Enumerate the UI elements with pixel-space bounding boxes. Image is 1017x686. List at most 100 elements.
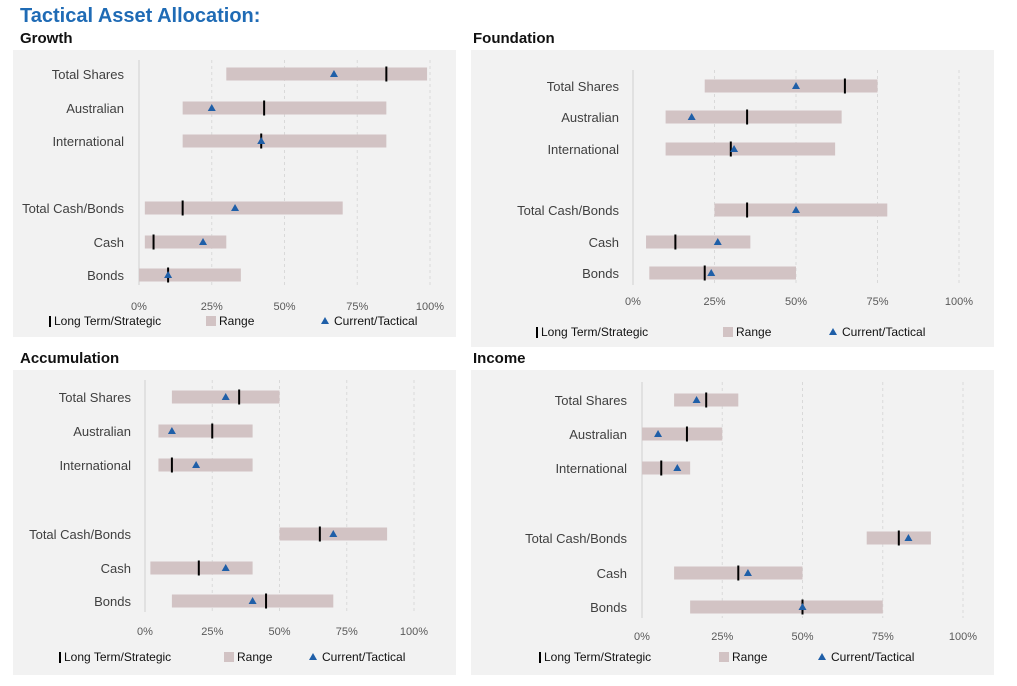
x-tick-label: 50% bbox=[273, 301, 295, 313]
x-tick-label: 75% bbox=[346, 301, 368, 313]
range-bar bbox=[158, 458, 253, 472]
page-title: Tactical Asset Allocation: bbox=[20, 5, 261, 27]
x-tick-label: 100% bbox=[400, 626, 428, 638]
tactical-marker bbox=[248, 597, 257, 604]
x-tick-label: 50% bbox=[791, 631, 813, 643]
x-tick-label: 100% bbox=[949, 631, 977, 643]
range-bar bbox=[642, 461, 691, 475]
tactical-marker bbox=[654, 430, 663, 437]
category-label: Cash bbox=[597, 566, 627, 581]
category-label: Total Shares bbox=[547, 79, 620, 94]
x-tick-label: 100% bbox=[945, 296, 973, 308]
tactical-marker bbox=[164, 271, 173, 278]
tactical-marker bbox=[257, 137, 266, 144]
x-tick-label: 0% bbox=[137, 626, 153, 638]
legend-strategic-label: Long Term/Strategic bbox=[54, 314, 161, 328]
category-label: Australian bbox=[561, 110, 619, 125]
legend-tactical-label: Current/Tactical bbox=[334, 314, 417, 328]
tactical-marker bbox=[792, 82, 800, 89]
chart-income: 0% 25% 50% 75% 100% Total Shares Australian Int… bbox=[525, 382, 977, 664]
category-label: Total Cash/Bonds bbox=[525, 531, 627, 546]
range-bar bbox=[158, 424, 253, 438]
category-label: Total Cash/Bonds bbox=[22, 201, 124, 216]
tactical-marker bbox=[743, 569, 752, 576]
x-tick-label: 100% bbox=[416, 301, 444, 313]
tactical-marker bbox=[329, 530, 338, 537]
chart-panel-accumulation bbox=[13, 370, 456, 675]
x-tick-label: 25% bbox=[703, 296, 725, 308]
range-bar bbox=[226, 67, 428, 81]
legend: Long Term/Strategic Range Current/Tactical bbox=[536, 325, 925, 339]
category-label: Australian bbox=[66, 101, 124, 116]
x-tick-label: 50% bbox=[785, 296, 807, 308]
legend-range-label: Range bbox=[732, 650, 768, 664]
tactical-marker bbox=[329, 70, 338, 77]
chart-title-accumulation: Accumulation bbox=[20, 350, 120, 367]
range-bar bbox=[714, 203, 888, 217]
category-label: Total Shares bbox=[59, 390, 132, 405]
legend-range-swatch bbox=[224, 652, 234, 662]
tactical-marker bbox=[707, 269, 716, 276]
range-bar bbox=[690, 600, 883, 614]
legend-strategic-label: Long Term/Strategic bbox=[64, 650, 171, 664]
category-label: Total Cash/Bonds bbox=[29, 527, 131, 542]
category-label: Cash bbox=[94, 235, 124, 250]
chart-title-income: Income bbox=[473, 350, 526, 367]
category-label: International bbox=[555, 461, 627, 476]
x-tick-label: 0% bbox=[625, 296, 641, 308]
category-label: Australian bbox=[569, 427, 627, 442]
legend-range-label: Range bbox=[237, 650, 273, 664]
category-label: International bbox=[59, 458, 131, 473]
legend-range-label: Range bbox=[736, 325, 772, 339]
range-bar bbox=[665, 142, 836, 156]
legend-tactical-swatch bbox=[818, 653, 826, 660]
tactical-marker bbox=[687, 113, 696, 120]
legend-range-label: Range bbox=[219, 314, 255, 328]
category-label: Bonds bbox=[87, 268, 124, 283]
legend-tactical-label: Current/Tactical bbox=[831, 650, 914, 664]
legend-tactical-swatch bbox=[829, 328, 837, 335]
legend-tactical-label: Current/Tactical bbox=[842, 325, 925, 339]
legend: Long Term/Strategic Range Current/Tactical bbox=[59, 650, 405, 664]
category-label: Bonds bbox=[590, 600, 627, 615]
range-bar bbox=[144, 235, 227, 249]
range-bar bbox=[665, 110, 842, 124]
category-label: International bbox=[547, 142, 619, 157]
tactical-marker bbox=[692, 396, 701, 403]
range-bar bbox=[139, 268, 241, 282]
legend-strategic-label: Long Term/Strategic bbox=[544, 650, 651, 664]
legend: Long Term/Strategic Range Current/Tactical bbox=[49, 314, 417, 328]
legend-tactical-label: Current/Tactical bbox=[322, 650, 405, 664]
range-bar bbox=[150, 561, 253, 575]
category-label: Cash bbox=[101, 561, 131, 576]
legend: Long Term/Strategic Range Current/Tactical bbox=[539, 650, 914, 664]
x-tick-label: 0% bbox=[634, 631, 650, 643]
category-label: Australian bbox=[73, 424, 131, 439]
x-tick-label: 25% bbox=[711, 631, 733, 643]
category-label: Total Cash/Bonds bbox=[517, 203, 619, 218]
range-bar bbox=[144, 201, 343, 215]
category-label: Bonds bbox=[94, 594, 131, 609]
chart-accumulation: 0% 25% 50% 75% 100% Total Shares Australian Int… bbox=[29, 380, 428, 664]
tactical-marker bbox=[713, 238, 722, 245]
legend-tactical-swatch bbox=[321, 317, 329, 324]
x-tick-label: 75% bbox=[336, 626, 358, 638]
tactical-marker bbox=[231, 204, 240, 211]
x-tick-label: 25% bbox=[201, 626, 223, 638]
tactical-marker bbox=[192, 461, 201, 468]
category-label: Total Shares bbox=[555, 393, 628, 408]
chart-growth: 0% 25% 50% 75% 100% Total Shares Australian Int… bbox=[22, 60, 444, 328]
x-tick-label: 0% bbox=[131, 301, 147, 313]
chart-panel-income bbox=[471, 370, 994, 675]
range-bar bbox=[649, 266, 796, 280]
x-tick-label: 75% bbox=[872, 631, 894, 643]
category-label: Bonds bbox=[582, 266, 619, 281]
legend-range-swatch bbox=[206, 316, 216, 326]
chart-panel-foundation bbox=[471, 50, 994, 347]
x-tick-label: 75% bbox=[866, 296, 888, 308]
tactical-marker bbox=[167, 427, 176, 434]
tactical-marker bbox=[904, 534, 913, 541]
x-tick-label: 50% bbox=[268, 626, 290, 638]
range-bar bbox=[182, 134, 387, 148]
